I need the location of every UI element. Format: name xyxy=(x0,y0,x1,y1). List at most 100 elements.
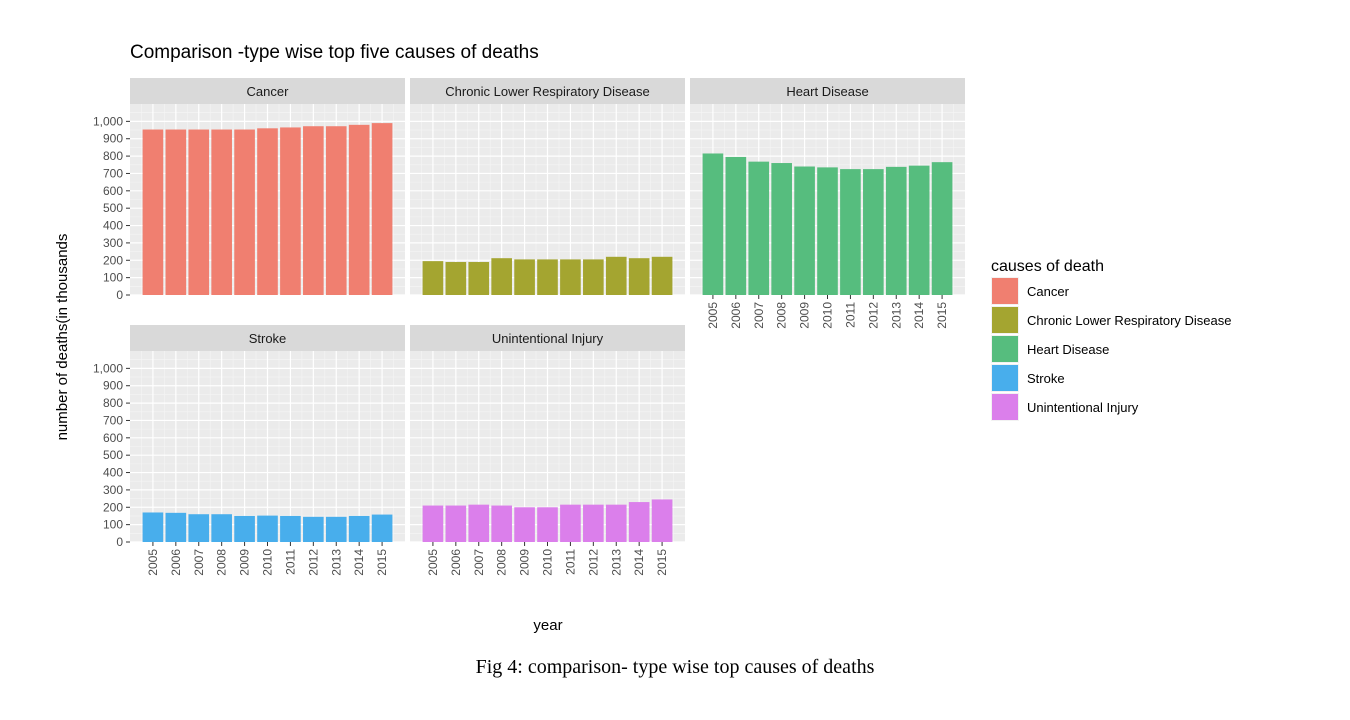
bar-heart-disease-2008 xyxy=(771,163,792,295)
legend-swatch xyxy=(992,307,1018,333)
facet-strip xyxy=(410,325,685,351)
bar-cancer-2010 xyxy=(257,128,278,295)
bar-unintentional-injury-2009 xyxy=(514,507,535,542)
bar-cancer-2008 xyxy=(211,129,232,295)
facet-strip-label: Unintentional Injury xyxy=(492,331,604,346)
bar-chronic-lower-respiratory-disease-2014 xyxy=(628,258,650,295)
bar-unintentional-injury-2005 xyxy=(422,505,444,542)
y-tick-label: 800 xyxy=(103,149,123,163)
y-tick-label: 500 xyxy=(103,448,123,462)
x-tick-label: 2010 xyxy=(261,549,275,576)
bar-unintentional-injury-2008 xyxy=(491,505,512,542)
x-tick-label: 2012 xyxy=(586,549,600,576)
legend-item-cancer: Cancer xyxy=(991,277,1070,305)
facet-unintentional-injury: Unintentional Injury 2005 2006 2007 2008 2009… xyxy=(410,325,685,576)
legend-label: Chronic Lower Respiratory Disease xyxy=(1027,313,1231,328)
y-tick-label: 900 xyxy=(103,132,123,146)
y-tick-label: 0 xyxy=(116,535,123,549)
facet-cancer: Cancer 0 100 200 300 400 500 600 700 800 900 1,000 xyxy=(93,78,405,302)
legend-swatch xyxy=(992,278,1018,304)
facet-strip xyxy=(690,78,965,104)
bar-unintentional-injury-2015 xyxy=(651,499,673,542)
bar-heart-disease-2014 xyxy=(908,165,930,295)
x-tick-label: 2007 xyxy=(192,549,206,576)
x-tick-label: 2007 xyxy=(752,302,766,329)
y-tick-label: 100 xyxy=(103,271,123,285)
bar-stroke-2013 xyxy=(325,516,347,542)
x-tick-label: 2014 xyxy=(632,549,646,576)
x-tick-label: 2008 xyxy=(215,549,229,576)
y-tick-label: 300 xyxy=(103,483,123,497)
x-tick-label: 2015 xyxy=(375,549,389,576)
x-tick-label: 2014 xyxy=(912,302,926,329)
y-tick-label: 200 xyxy=(103,500,123,514)
facet-strip-label: Chronic Lower Respiratory Disease xyxy=(445,84,649,99)
x-tick-label: 2006 xyxy=(449,549,463,576)
bar-stroke-2015 xyxy=(371,514,393,542)
x-tick-label: 2013 xyxy=(329,549,343,576)
x-tick-label: 2013 xyxy=(889,302,903,329)
facet-heart-disease: Heart Disease 2005 2006 2007 2008 2009 2010 201… xyxy=(690,78,965,329)
x-tick-label: 2008 xyxy=(495,549,509,576)
x-tick-label: 2011 xyxy=(563,549,577,575)
bar-cancer-2011 xyxy=(280,127,301,295)
bar-cancer-2007 xyxy=(188,129,210,295)
x-tick-label: 2011 xyxy=(843,302,857,328)
legend-item-chronic-lower-respiratory-disease: Chronic Lower Respiratory Disease xyxy=(991,306,1231,334)
x-tick-label: 2006 xyxy=(729,302,743,329)
y-tick-label: 500 xyxy=(103,201,123,215)
y-tick-label: 300 xyxy=(103,236,123,250)
bar-cancer-2006 xyxy=(165,129,187,295)
facet-strip-label: Stroke xyxy=(249,331,287,346)
y-tick-label: 700 xyxy=(103,166,123,180)
y-tick-label: 800 xyxy=(103,396,123,410)
legend-label: Cancer xyxy=(1027,284,1070,299)
bar-heart-disease-2009 xyxy=(794,166,815,295)
bar-chronic-lower-respiratory-disease-2011 xyxy=(560,259,581,295)
bar-heart-disease-2012 xyxy=(863,169,884,295)
bar-chronic-lower-respiratory-disease-2006 xyxy=(445,262,467,295)
y-tick-label: 1,000 xyxy=(93,361,123,375)
legend-swatch xyxy=(992,365,1018,391)
x-tick-label: 2009 xyxy=(518,549,532,576)
facet-stroke: Stroke 0 100 200 300 400 500 600 700 800 900 1,000 2… xyxy=(93,325,405,576)
x-tick-label: 2015 xyxy=(655,549,669,576)
y-tick-label: 600 xyxy=(103,184,123,198)
facet-panels: Cancer01002003004005006007008009001,000C… xyxy=(93,78,965,576)
bar-unintentional-injury-2011 xyxy=(560,504,581,542)
bar-unintentional-injury-2010 xyxy=(537,507,558,542)
facet-chronic-lower-respiratory-disease: Chronic Lower Respiratory Disease xyxy=(410,78,685,296)
legend-item-heart-disease: Heart Disease xyxy=(991,335,1109,363)
bar-cancer-2005 xyxy=(142,129,164,295)
bar-unintentional-injury-2007 xyxy=(468,504,490,542)
bar-cancer-2013 xyxy=(325,126,347,295)
chart-title: Comparison -type wise top five causes of… xyxy=(130,42,539,63)
x-tick-label: 2009 xyxy=(238,549,252,576)
x-tick-label: 2010 xyxy=(821,302,835,329)
x-tick-label: 2007 xyxy=(472,549,486,576)
bar-chronic-lower-respiratory-disease-2005 xyxy=(422,261,444,295)
x-tick-label: 2009 xyxy=(798,302,812,329)
bar-heart-disease-2007 xyxy=(748,161,770,295)
y-tick-label: 400 xyxy=(103,219,123,233)
bar-cancer-2015 xyxy=(371,123,393,295)
x-axis-title: year xyxy=(533,617,562,634)
x-tick-label: 2013 xyxy=(609,549,623,576)
bar-stroke-2012 xyxy=(303,516,324,542)
x-tick-label: 2006 xyxy=(169,549,183,576)
legend-item-stroke: Stroke xyxy=(991,364,1065,392)
bar-chronic-lower-respiratory-disease-2007 xyxy=(468,262,490,295)
legend: Cancer Chronic Lower Respiratory Disease H… xyxy=(991,277,1231,421)
legend-label: Heart Disease xyxy=(1027,342,1109,357)
bar-stroke-2010 xyxy=(257,515,278,542)
x-tick-label: 2012 xyxy=(306,549,320,576)
bar-unintentional-injury-2012 xyxy=(583,504,604,542)
y-tick-label: 0 xyxy=(116,288,123,302)
figure-caption: Fig 4: comparison- type wise top causes … xyxy=(476,656,875,678)
y-tick-label: 1,000 xyxy=(93,114,123,128)
bar-cancer-2014 xyxy=(348,124,370,295)
bar-chronic-lower-respiratory-disease-2012 xyxy=(583,259,604,295)
bar-heart-disease-2006 xyxy=(725,156,747,295)
legend-swatch xyxy=(992,336,1018,362)
